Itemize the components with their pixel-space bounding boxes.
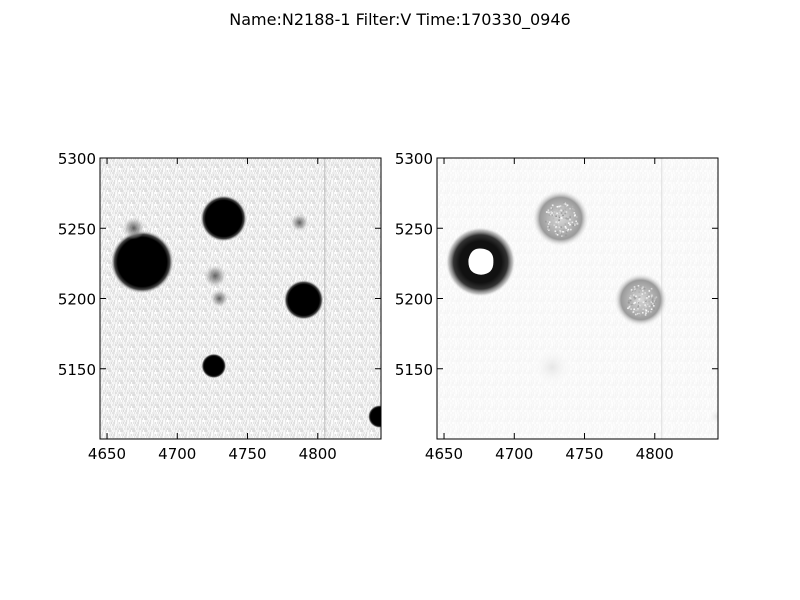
figure-title: Name:N2188-1 Filter:V Time:170330_0946	[229, 10, 571, 29]
y-tick-label: 5150	[395, 361, 433, 379]
x-tick-label: 4700	[158, 445, 196, 463]
star-solid	[110, 230, 174, 294]
star-solid	[201, 353, 227, 379]
image-area	[437, 158, 718, 439]
star-solid	[283, 280, 324, 320]
star-faint	[290, 213, 309, 232]
y-tick-label: 5200	[58, 291, 96, 309]
star-hollow	[532, 190, 589, 247]
star-saturated-ring	[445, 227, 516, 297]
star-faint	[203, 264, 227, 288]
x-tick-label: 4750	[565, 445, 603, 463]
x-tick-label: 4700	[495, 445, 533, 463]
star-solid	[200, 195, 247, 242]
y-tick-label: 5250	[395, 220, 433, 238]
star-faint	[210, 289, 229, 308]
y-tick-label: 5300	[58, 150, 96, 168]
y-tick-label: 5250	[58, 220, 96, 238]
star-faint	[122, 217, 145, 240]
y-tick-label: 5300	[395, 150, 433, 168]
star-solid	[367, 404, 381, 429]
y-tick-label: 5200	[395, 291, 433, 309]
star-ghost	[530, 345, 574, 389]
image-area	[100, 158, 381, 439]
x-tick-label: 4800	[636, 445, 674, 463]
y-tick-label: 5150	[58, 361, 96, 379]
x-tick-label: 4750	[228, 445, 266, 463]
star-hollow	[614, 273, 668, 327]
x-tick-label: 4650	[88, 445, 126, 463]
x-tick-label: 4650	[425, 445, 463, 463]
x-tick-label: 4800	[299, 445, 337, 463]
star-ghost	[707, 407, 718, 426]
